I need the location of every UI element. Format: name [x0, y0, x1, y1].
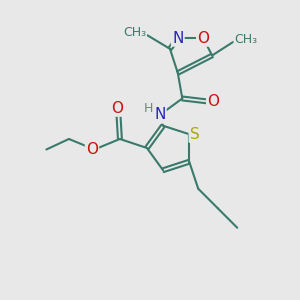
Text: O: O	[86, 142, 98, 157]
Text: O: O	[111, 100, 123, 116]
Text: CH₃: CH₃	[123, 26, 146, 39]
Text: N: N	[172, 31, 184, 46]
Text: O: O	[207, 94, 219, 109]
Text: O: O	[197, 31, 209, 46]
Text: S: S	[190, 127, 200, 142]
Text: H: H	[144, 102, 153, 115]
Text: N: N	[154, 107, 166, 122]
Text: CH₃: CH₃	[235, 33, 258, 46]
